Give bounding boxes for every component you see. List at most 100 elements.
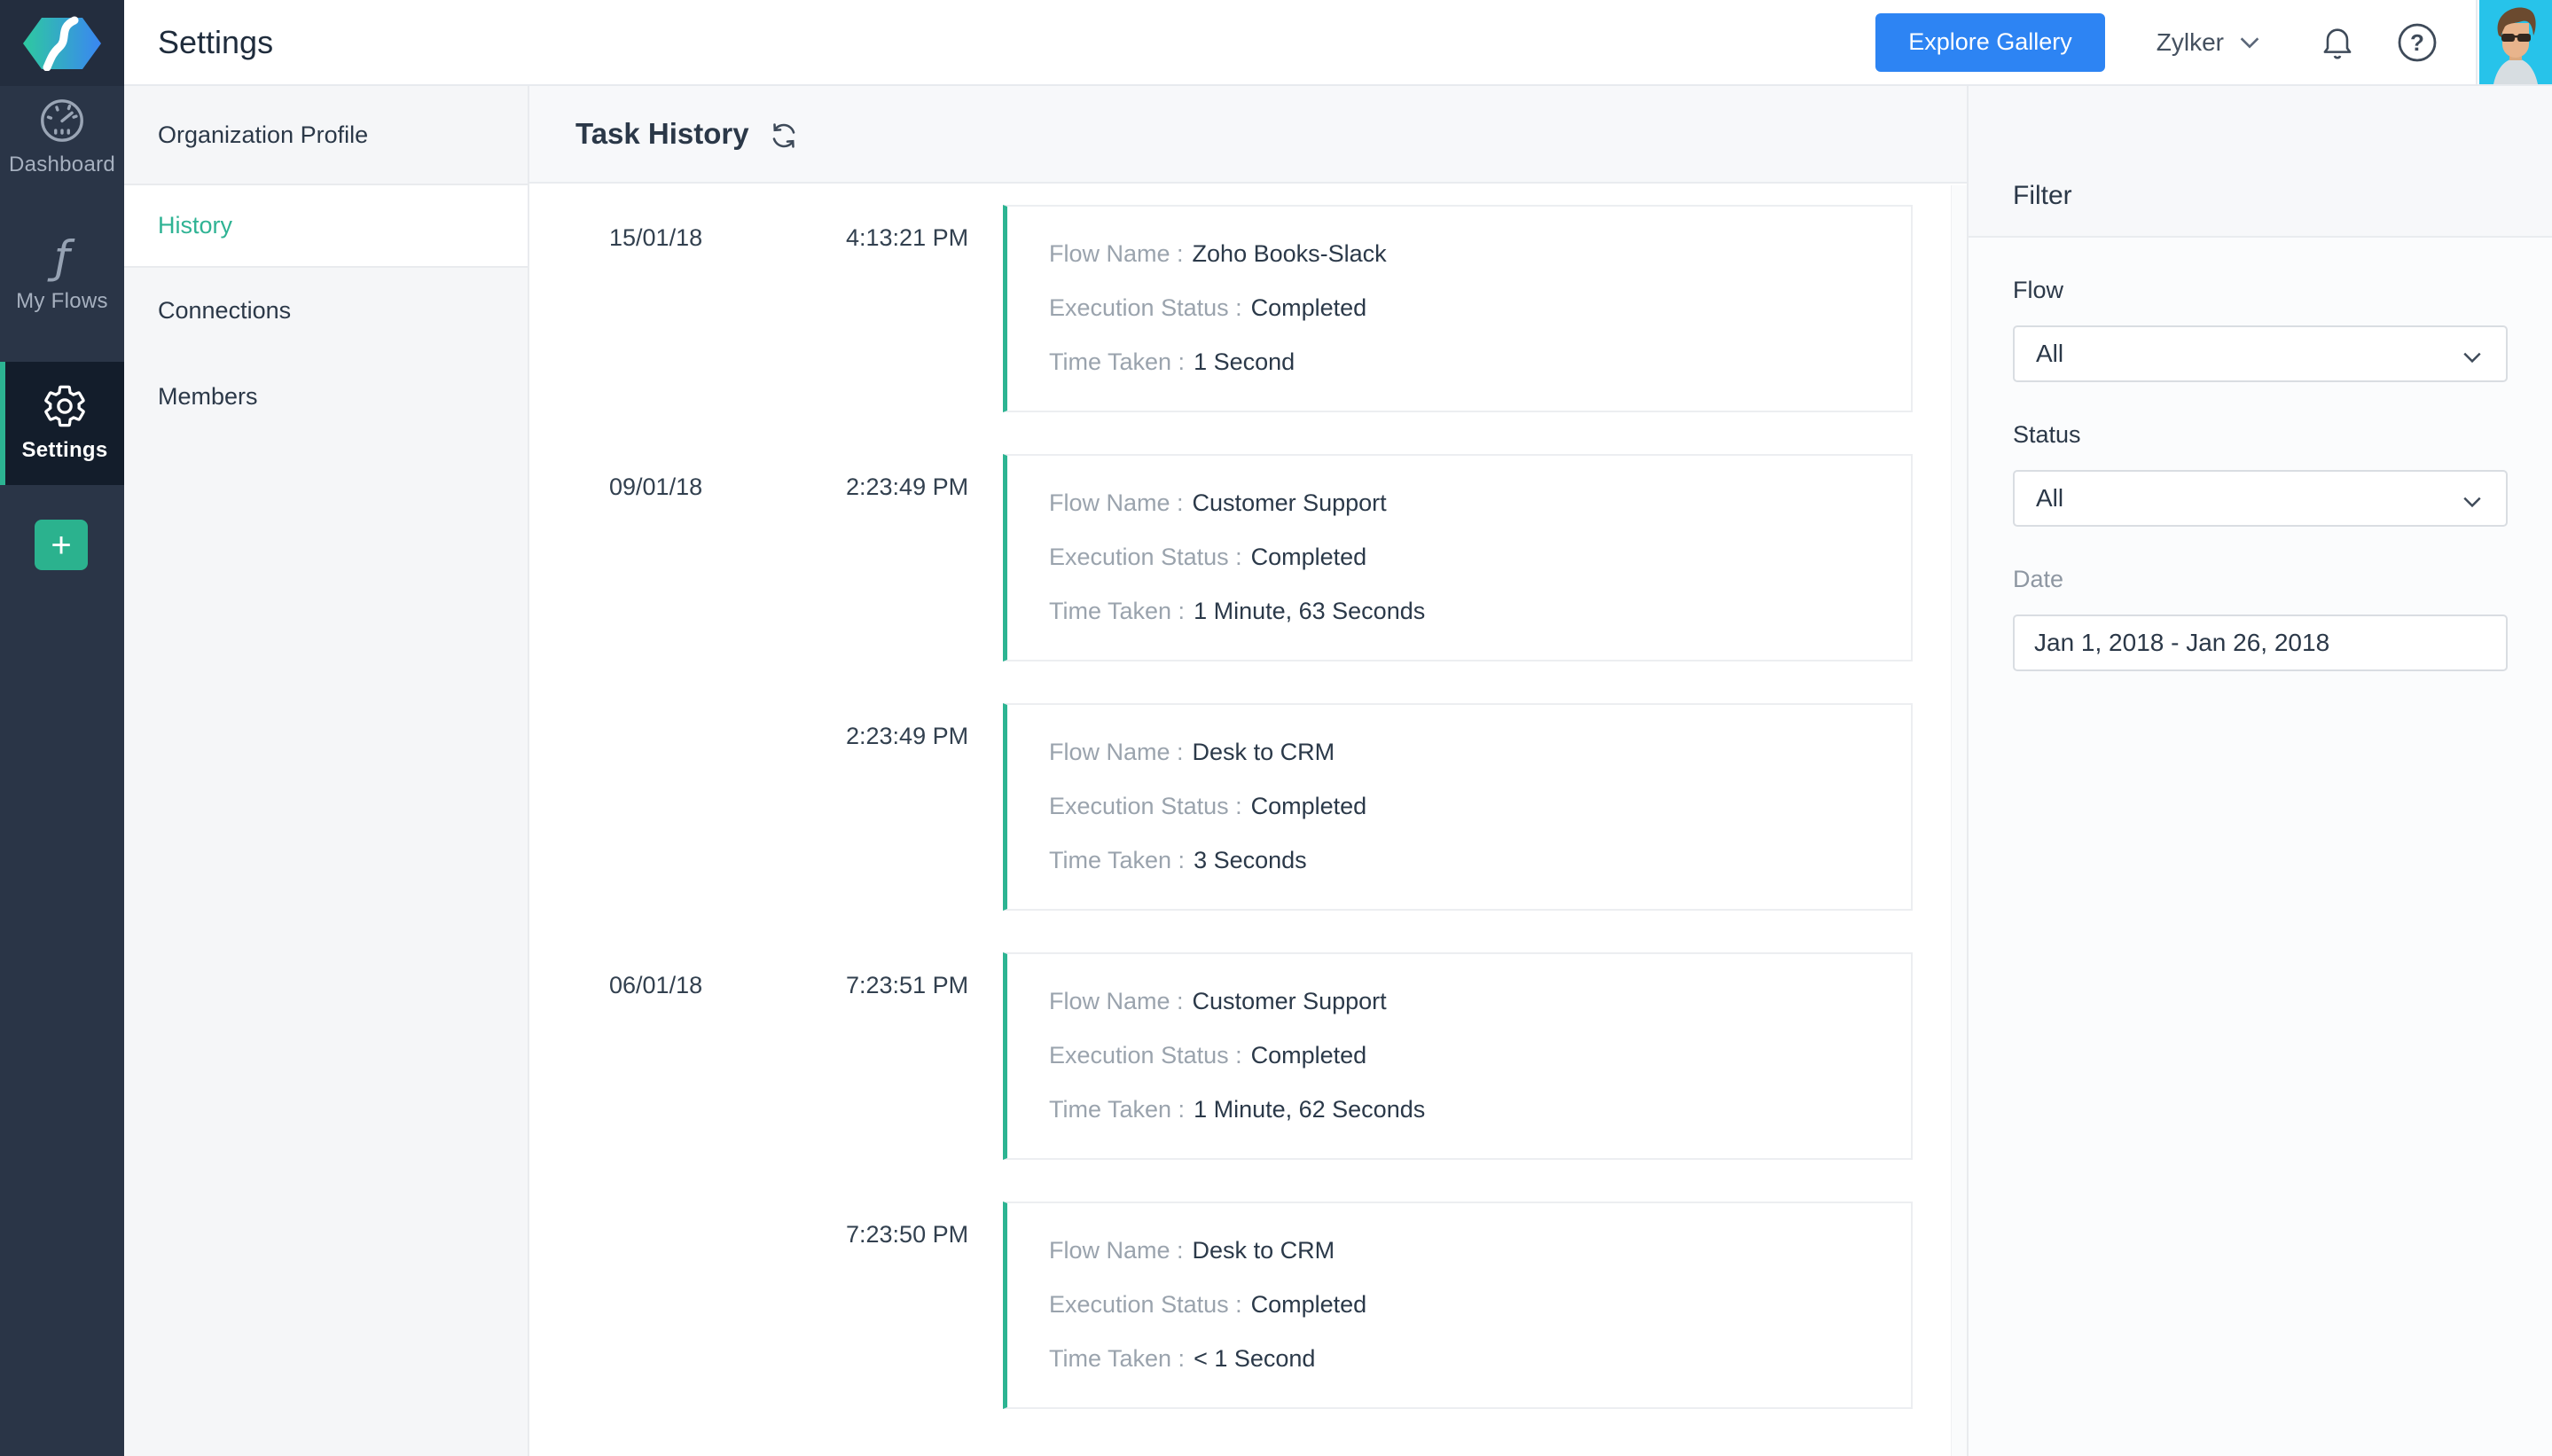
flow-filter-label: Flow: [2013, 277, 2064, 303]
chevron-down-icon: [2463, 497, 2481, 508]
time-taken-value: 1 Minute, 63 Seconds: [1194, 598, 1426, 624]
status-filter-select[interactable]: All: [2013, 470, 2508, 527]
task-card[interactable]: Flow Name : Desk to CRM Execution Status …: [1003, 703, 1913, 911]
status-filter-label: Status: [2013, 421, 2081, 448]
task-date: 06/01/18: [609, 972, 703, 998]
sidebar-item-dashboard[interactable]: Dashboard: [0, 96, 124, 177]
flow-name-value: Zoho Books-Slack: [1192, 240, 1387, 267]
filter-title: Filter: [2013, 181, 2072, 210]
sidebar-item-settings[interactable]: Settings: [0, 362, 124, 485]
flow-name-label: Flow Name :: [1049, 489, 1184, 516]
topbar-divider: [2476, 0, 2478, 85]
settings-subnav: Organization Profile History Connections…: [124, 86, 529, 1456]
task-history-title: Task History: [575, 117, 749, 150]
sidebar-item-my-flows[interactable]: ƒ My Flows: [0, 232, 124, 314]
execution-status-label: Execution Status :: [1049, 294, 1242, 321]
vertical-scrollbar[interactable]: [1951, 185, 1967, 1456]
topbar: Settings Explore Gallery Zylker ?: [124, 0, 2552, 86]
gear-icon: [5, 381, 124, 431]
task-time: 2:23:49 PM: [846, 474, 969, 500]
task-row: 2:23:49 PM Flow Name : Desk to CRM Execut…: [529, 703, 1967, 911]
bell-icon: [2323, 27, 2352, 59]
task-card[interactable]: Flow Name : Customer Support Execution St…: [1003, 952, 1913, 1160]
task-date: 15/01/18: [609, 224, 703, 251]
sidebar-item-label: Dashboard: [8, 153, 116, 176]
status-filter-value: All: [2036, 484, 2064, 512]
time-taken-value: 1 Minute, 62 Seconds: [1194, 1096, 1426, 1123]
time-taken-value: < 1 Second: [1194, 1345, 1316, 1372]
help-button[interactable]: ?: [2396, 21, 2438, 64]
date-filter-label: Date: [2013, 566, 2064, 592]
task-history-panel: Task History 15/01/18 4:13:21 PM Flow Na…: [529, 86, 1967, 1456]
avatar-illustration: [2479, 0, 2552, 84]
flow-name-label: Flow Name :: [1049, 739, 1184, 765]
task-history-header: Task History: [529, 86, 1967, 184]
flow-name-value: Customer Support: [1192, 489, 1387, 516]
subnav-item-connections[interactable]: Connections: [158, 297, 292, 324]
execution-status-value: Completed: [1250, 793, 1367, 819]
org-switcher[interactable]: Zylker: [2157, 28, 2263, 57]
filter-panel: Filter Flow All Status All Date: [1967, 86, 2552, 1456]
task-row: 7:23:50 PM Flow Name : Desk to CRM Execut…: [529, 1202, 1967, 1409]
task-card[interactable]: Flow Name : Customer Support Execution St…: [1003, 454, 1913, 661]
time-taken-label: Time Taken :: [1049, 598, 1186, 624]
time-taken-label: Time Taken :: [1049, 348, 1186, 375]
zoho-flow-logo[interactable]: [0, 0, 124, 86]
flow-name-value: Desk to CRM: [1192, 1237, 1335, 1264]
execution-status-value: Completed: [1250, 1291, 1367, 1318]
task-row: 15/01/18 4:13:21 PM Flow Name : Zoho Book…: [529, 205, 1967, 412]
execution-status-value: Completed: [1250, 294, 1367, 321]
user-avatar[interactable]: [2479, 0, 2552, 84]
sidebar-item-label: Settings: [21, 438, 108, 462]
filter-body: Flow All Status All Date: [1969, 277, 2552, 671]
subnav-item-history[interactable]: History: [124, 184, 528, 268]
task-time: 4:13:21 PM: [846, 224, 969, 251]
time-taken-label: Time Taken :: [1049, 1096, 1186, 1123]
execution-status-value: Completed: [1250, 1042, 1367, 1069]
subnav-item-members[interactable]: Members: [158, 383, 258, 410]
refresh-icon: [772, 123, 795, 148]
task-card[interactable]: Flow Name : Zoho Books-Slack Execution St…: [1003, 205, 1913, 412]
topbar-actions: Explore Gallery Zylker ?: [1875, 0, 2552, 85]
explore-gallery-button[interactable]: Explore Gallery: [1875, 12, 2105, 72]
flow-filter-select[interactable]: All: [2013, 325, 2508, 382]
subnav-item-organization-profile[interactable]: Organization Profile: [158, 121, 369, 148]
filter-header: Filter: [1969, 86, 2552, 238]
flow-filter-value: All: [2036, 340, 2064, 367]
execution-status-label: Execution Status :: [1049, 1042, 1242, 1069]
task-list: 15/01/18 4:13:21 PM Flow Name : Zoho Book…: [529, 184, 1967, 1409]
execution-status-value: Completed: [1250, 544, 1367, 570]
question-icon: ?: [2398, 23, 2437, 61]
time-taken-label: Time Taken :: [1049, 847, 1186, 873]
execution-status-label: Execution Status :: [1049, 1291, 1242, 1318]
date-range-input[interactable]: [2013, 614, 2508, 671]
speedometer-icon: [0, 96, 124, 145]
notifications-button[interactable]: [2318, 23, 2357, 62]
primary-sidebar: Dashboard ƒ My Flows Settings +: [0, 0, 124, 1456]
task-row: 06/01/18 7:23:51 PM Flow Name : Customer …: [529, 952, 1967, 1160]
page-title: Settings: [158, 23, 274, 60]
time-taken-value: 1 Second: [1194, 348, 1296, 375]
execution-status-label: Execution Status :: [1049, 544, 1242, 570]
flow-icon: ƒ: [54, 231, 70, 283]
task-time: 7:23:51 PM: [846, 972, 969, 998]
execution-status-label: Execution Status :: [1049, 793, 1242, 819]
org-name: Zylker: [2156, 27, 2224, 56]
chevron-down-icon: [2463, 352, 2481, 364]
time-taken-label: Time Taken :: [1049, 1345, 1186, 1372]
time-taken-value: 3 Seconds: [1194, 847, 1307, 873]
svg-text:?: ?: [2410, 29, 2424, 56]
task-row: 09/01/18 2:23:49 PM Flow Name : Customer …: [529, 454, 1967, 661]
flow-name-value: Customer Support: [1192, 988, 1387, 1014]
task-time: 2:23:49 PM: [846, 723, 969, 749]
flow-name-value: Desk to CRM: [1192, 739, 1335, 765]
task-card[interactable]: Flow Name : Desk to CRM Execution Status …: [1003, 1202, 1913, 1409]
refresh-button[interactable]: [769, 117, 799, 151]
task-time: 7:23:50 PM: [846, 1221, 969, 1248]
flow-hexagon-logo-icon: [23, 16, 101, 71]
chevron-down-icon: [2240, 36, 2259, 49]
flow-name-label: Flow Name :: [1049, 988, 1184, 1014]
flow-name-label: Flow Name :: [1049, 240, 1184, 267]
create-flow-button[interactable]: +: [35, 520, 88, 570]
